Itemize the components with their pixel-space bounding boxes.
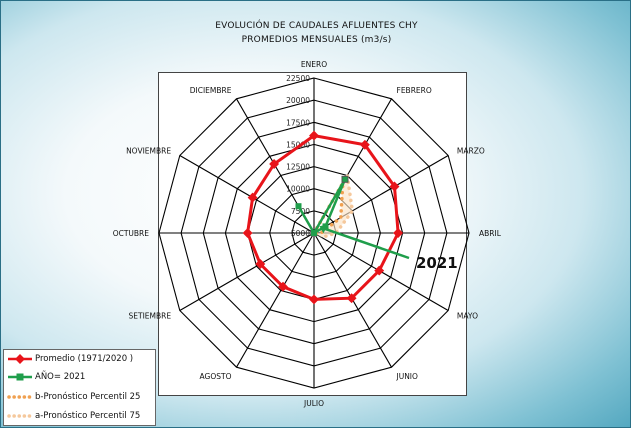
category-label-abril: ABRIL <box>479 229 502 238</box>
point-promedio-diciembre <box>269 159 280 169</box>
category-label-julio: JULIO <box>303 399 324 408</box>
legend-swatch-promedio <box>8 354 32 364</box>
annotation-layer: 2021 <box>319 224 458 272</box>
point-promedio-febrero <box>359 139 370 150</box>
point-promedio-octubre <box>242 228 253 238</box>
chart-subtitle: PROMEDIOS MENSUALES (m3/s) <box>241 35 392 45</box>
point-promedio-abril <box>393 228 404 238</box>
category-label-agosto: AGOSTO <box>200 372 232 381</box>
spoke-10 <box>179 155 315 234</box>
category-label-diciembre: DICIEMBRE <box>190 86 232 95</box>
point-2021-diciembre <box>295 203 302 210</box>
category-label-junio: JUNIO <box>396 372 419 381</box>
chart-title: EVOLUCIÓN DE CAUDALES AFLUENTES CHY <box>215 21 418 31</box>
spoke-8 <box>179 232 315 311</box>
tick-label-0: 5000 <box>291 229 310 238</box>
legend-swatch-percentil-25 <box>7 395 33 399</box>
tick-label-7: 22500 <box>286 74 310 83</box>
legend-label-promedio: Promedio (1971/2020 ) <box>35 354 134 364</box>
annotation-label: 2021 <box>416 254 458 272</box>
point-promedio-enero <box>309 130 319 141</box>
category-label-noviembre: NOVIEMBRE <box>126 147 171 156</box>
category-label-setiembre: SETIEMBRE <box>128 312 171 321</box>
point-2021-abril <box>311 230 317 236</box>
legend: Promedio (1971/2020 ) AÑO= 2021 b-Pronós… <box>3 349 156 426</box>
category-label-marzo: MARZO <box>457 147 485 156</box>
point-promedio-marzo <box>389 181 400 192</box>
annotation-arrow <box>322 227 410 260</box>
tick-label-4: 15000 <box>286 140 310 149</box>
point-promedio-junio <box>346 293 357 304</box>
series-layer <box>242 130 404 305</box>
point-promedio-noviembre <box>247 192 258 203</box>
legend-item-2021: AÑO= 2021 <box>7 370 155 384</box>
legend-label-2021: AÑO= 2021 <box>35 372 86 382</box>
category-labels: ENERO FEBRERO MARZO ABRIL MAYO JUNIO JULIO AGOS… <box>113 60 502 408</box>
point-promedio-mayo <box>374 265 385 276</box>
annotation-arrowhead <box>319 224 329 234</box>
legend-item-promedio: Promedio (1971/2020 ) <box>7 352 155 366</box>
category-label-enero: ENERO <box>301 60 327 69</box>
point-promedio-julio <box>309 294 319 305</box>
legend-item-percentil-25: b-Pronóstico Percentil 25 <box>7 390 155 404</box>
point-2021-febrero <box>341 175 349 183</box>
point-promedio-setiembre <box>255 259 266 269</box>
tick-label-5: 17500 <box>286 118 310 127</box>
category-label-febrero: FEBRERO <box>397 86 432 95</box>
legend-label-percentil-75: a-Pronóstico Percentil 75 <box>35 411 141 421</box>
chart-title-block: EVOLUCIÓN DE CAUDALES AFLUENTES CHY PROM… <box>1 19 631 47</box>
legend-label-percentil-25: b-Pronóstico Percentil 25 <box>35 392 141 402</box>
tick-label-2: 10000 <box>286 185 310 194</box>
tick-label-6: 20000 <box>286 96 310 105</box>
series-promedio-1971-2020 <box>242 130 404 305</box>
spoke-7 <box>236 232 315 368</box>
legend-swatch-percentil-75 <box>7 414 33 418</box>
point-promedio-agosto <box>278 281 288 292</box>
tick-label-3: 12500 <box>286 163 310 172</box>
category-label-octubre: OCTUBRE <box>113 229 150 238</box>
category-label-mayo: MAYO <box>457 312 478 321</box>
legend-item-percentil-75: a-Pronóstico Percentil 75 <box>7 409 155 423</box>
legend-swatch-2021 <box>8 373 32 381</box>
